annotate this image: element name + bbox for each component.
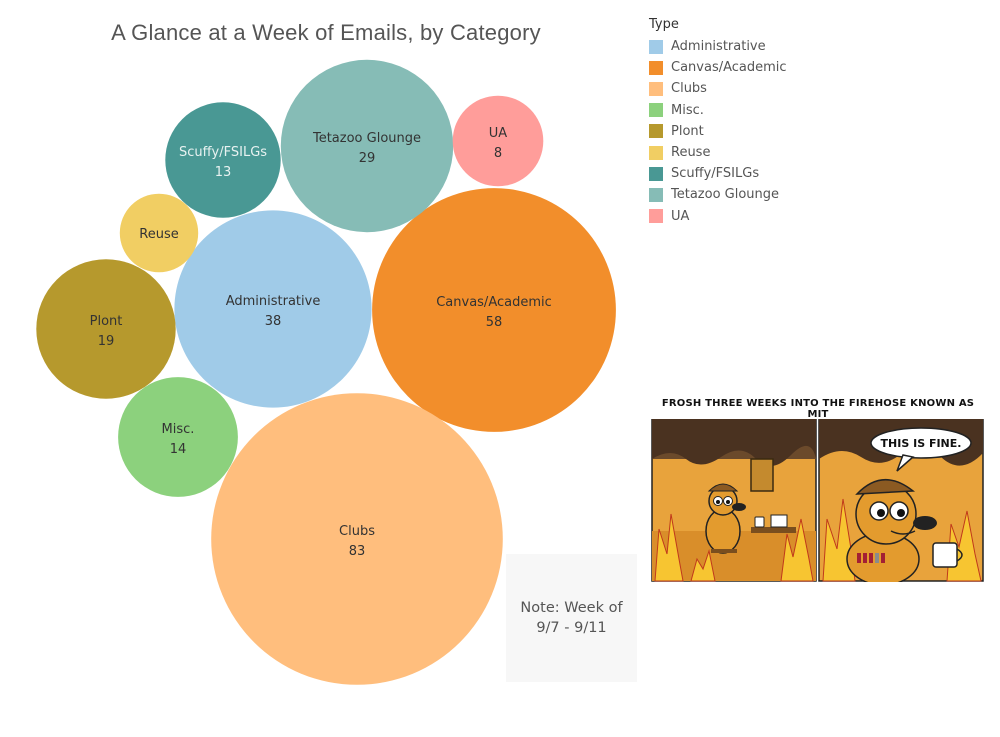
legend-label-canvas-academic: Canvas/Academic <box>671 60 787 76</box>
bubble-circle-misc[interactable] <box>118 377 238 497</box>
bubble-label-canvas-academic: Canvas/Academic <box>436 295 552 310</box>
bubble-circle-canvas-academic[interactable] <box>372 188 616 432</box>
meme-caption: FROSH THREE WEEKS INTO THE FIREHOSE KNOW… <box>661 398 975 420</box>
bubble-administrative[interactable]: Administrative 38 <box>174 210 372 408</box>
legend-label-misc: Misc. <box>671 102 704 118</box>
bubble-value-ua: 8 <box>494 146 502 161</box>
legend-label-administrative: Administrative <box>671 39 766 55</box>
legend-swatch-scuffy-fsilgs <box>649 166 663 181</box>
bubble-value-plont: 19 <box>98 334 115 349</box>
bubble-value-administrative: 38 <box>265 314 282 329</box>
bubble-label-clubs: Clubs <box>339 524 375 539</box>
legend-item-canvas-academic[interactable]: Canvas/Academic <box>649 57 787 78</box>
bubble-label-tetazoo-glounge: Tetazoo Glounge <box>312 131 421 146</box>
bubble-value-clubs: 83 <box>349 544 366 559</box>
meme-panel-right: THIS IS FINE. <box>818 419 984 582</box>
meme-speech-text: THIS IS FINE. <box>881 437 962 450</box>
legend-swatch-administrative <box>649 39 663 54</box>
legend-label-reuse: Reuse <box>671 145 711 161</box>
legend-swatch-reuse <box>649 145 663 160</box>
meme-illustration: THIS IS FINE. <box>651 419 984 582</box>
bubble-ua[interactable]: UA 8 <box>452 95 544 187</box>
bubble-label-administrative: Administrative <box>226 294 321 309</box>
legend-label-ua: UA <box>671 208 690 224</box>
chart-title: A Glance at a Week of Emails, by Categor… <box>111 20 541 45</box>
bubble-label-plont: Plont <box>90 314 123 329</box>
legend-swatch-ua <box>649 209 663 224</box>
bubble-circle-tetazoo-glounge[interactable] <box>280 59 454 233</box>
bubble-circle-administrative[interactable] <box>174 210 372 408</box>
bubble-label-scuffy-fsilgs: Scuffy/FSILGs <box>179 145 267 160</box>
legend-item-clubs[interactable]: Clubs <box>649 78 787 99</box>
bubble-misc[interactable]: Misc. 14 <box>118 377 238 497</box>
legend-item-misc[interactable]: Misc. <box>649 100 787 121</box>
legend-item-plont[interactable]: Plont <box>649 121 787 142</box>
bubble-canvas-academic[interactable]: Canvas/Academic 58 <box>372 188 616 432</box>
bubble-value-scuffy-fsilgs: 13 <box>215 165 232 180</box>
legend-item-scuffy-fsilgs[interactable]: Scuffy/FSILGs <box>649 163 787 184</box>
legend-label-scuffy-fsilgs: Scuffy/FSILGs <box>671 166 760 182</box>
legend-item-ua[interactable]: UA <box>649 206 787 227</box>
legend-swatch-tetazoo-glounge <box>649 187 663 202</box>
bubble-circle-ua[interactable] <box>452 95 544 187</box>
legend-title: Type <box>649 17 679 32</box>
legend: Type Administrative Canvas/Academic Clubs M… <box>649 17 787 227</box>
note-box: Note: Week of 9/7 - 9/11 <box>506 554 637 682</box>
legend-label-tetazoo-glounge: Tetazoo Glounge <box>671 187 780 203</box>
note-line-2: 9/7 - 9/11 <box>536 620 607 636</box>
bubble-chart: Administrative 38 Canvas/Academic 58 Clubs 83… <box>36 59 616 685</box>
legend-swatch-clubs <box>649 81 663 96</box>
bubble-label-misc: Misc. <box>162 422 195 437</box>
bubble-scuffy-fsilgs[interactable]: Scuffy/FSILGs 13 <box>165 102 281 218</box>
bubble-clubs[interactable]: Clubs 83 <box>211 393 503 685</box>
legend-swatch-canvas-academic <box>649 60 663 75</box>
bubble-value-misc: 14 <box>170 442 187 457</box>
bubble-label-reuse: Reuse <box>139 227 178 242</box>
bubble-value-canvas-academic: 58 <box>486 315 503 330</box>
note-line-1: Note: Week of <box>520 600 623 616</box>
meme-image: FROSH THREE WEEKS INTO THE FIREHOSE KNOW… <box>651 392 985 582</box>
bubble-circle-clubs[interactable] <box>211 393 503 685</box>
bubble-circle-plont[interactable] <box>36 259 176 399</box>
bubble-circle-reuse[interactable] <box>119 193 199 273</box>
bubble-label-ua: UA <box>489 126 508 141</box>
legend-item-administrative[interactable]: Administrative <box>649 36 787 57</box>
meme-panel-left <box>651 419 817 582</box>
legend-swatch-misc <box>649 103 663 118</box>
bubble-plont[interactable]: Plont 19 <box>36 259 176 399</box>
legend-label-clubs: Clubs <box>671 81 707 97</box>
legend-items: Administrative Canvas/Academic Clubs Misc. P… <box>649 36 787 227</box>
legend-swatch-plont <box>649 124 663 139</box>
bubble-tetazoo-glounge[interactable]: Tetazoo Glounge 29 <box>280 59 454 233</box>
bubble-circle-scuffy-fsilgs[interactable] <box>165 102 281 218</box>
legend-item-reuse[interactable]: Reuse <box>649 142 787 163</box>
bubble-reuse[interactable]: Reuse <box>119 193 199 273</box>
legend-label-plont: Plont <box>671 123 704 139</box>
bubble-value-tetazoo-glounge: 29 <box>359 151 376 166</box>
legend-item-tetazoo-glounge[interactable]: Tetazoo Glounge <box>649 184 787 205</box>
